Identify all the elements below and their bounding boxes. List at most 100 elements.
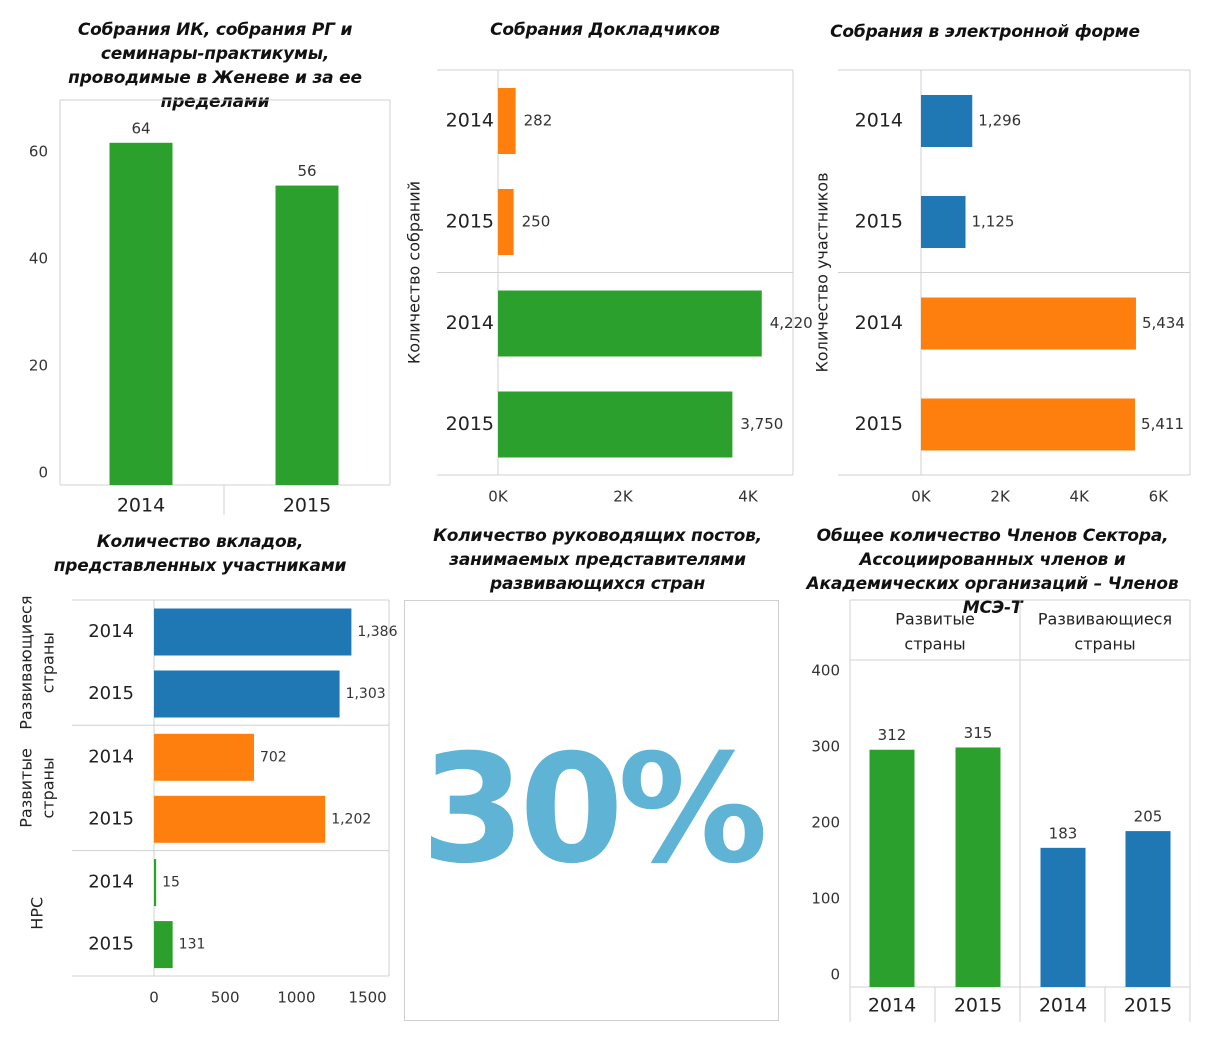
chart1-bar [109,142,173,485]
chart4-data-label: 1,386 [357,624,397,640]
chart1-ytick-label: 60 [29,143,48,161]
chart2-axis-title: Количество собраний [405,181,424,364]
chart2-xtick-label: 2K [613,488,634,506]
chart4-bar [154,670,340,718]
chart6-data-label: 315 [964,724,993,742]
chart4-category-label: 2014 [88,746,134,767]
chart4-group-label: Развивающиеся [17,596,36,730]
chart4-bar [154,608,352,656]
chart6-bar [869,749,915,987]
chart2-bar [498,189,514,255]
chart3-xtick-label: 0K [911,488,932,506]
chart4-category-label: 2015 [88,808,134,829]
chart6-data-label: 205 [1134,808,1163,826]
chart2-xtick-label: 4K [738,488,759,506]
chart6-group-label: Развивающиеся [1038,610,1172,629]
chart4-xtick-label: 0 [149,989,159,1007]
chart3-axis-title: Количество участников [813,172,832,372]
chart6-title: Общее количество Членов Сектора, Ассоции… [806,526,1179,618]
chart2-title: Собрания Докладчиков [490,20,720,40]
chart3-xtick-label: 4K [1070,488,1091,506]
chart3-data-label: 5,411 [1141,415,1184,433]
chart4-title: Количество вкладов, представленных участ… [53,532,347,576]
chart1-data-label: 56 [297,162,316,180]
chart1-xtick-label: 2015 [283,495,331,517]
chart2-data-label: 4,220 [770,314,813,332]
chart4-xtick-label: 1500 [349,989,387,1007]
chart3-data-label: 1,296 [978,112,1021,130]
chart4-data-label: 131 [179,937,206,953]
chart6-xtick-label: 2015 [1124,995,1172,1017]
chart4-data-label: 702 [260,749,287,765]
chart2-bar [498,88,516,154]
chart6-bar [1040,847,1086,987]
chart1-ytick-label: 20 [29,357,48,375]
chart3-bar [921,297,1136,350]
chart6-group-label: страны [1074,635,1135,654]
chart4-category-label: 2015 [88,683,134,704]
kpi-frame [404,600,779,1021]
chart6-xtick-label: 2014 [868,995,916,1017]
chart6-data-label: 312 [878,726,907,744]
chart4-data-label: 1,303 [346,686,386,702]
chart4-bar [154,859,157,907]
chart1-data-label: 64 [131,119,150,137]
chart2-data-label: 250 [522,213,551,231]
chart1-title: Собрания ИК, собрания РГ и семинары-прак… [68,20,362,112]
chart3-data-label: 5,434 [1142,314,1185,332]
chart4-group-label: НРС [28,897,47,930]
chart2-bar [498,391,733,458]
chart6-xtick-label: 2014 [1039,995,1087,1017]
chart4-category-label: 2014 [88,872,134,893]
chart6-ytick-label: 200 [811,813,840,831]
chart2-category-label: 2014 [446,110,494,132]
chart4-group-label: страны [39,757,58,818]
chart4-data-label: 1,202 [331,811,371,827]
chart4-bar [154,795,326,843]
chart4-group-label: страны [39,632,58,693]
chart2-bar [498,290,762,357]
kpi-title: Количество руководящих постов, занимаемы… [433,526,762,594]
chart4-category-label: 2014 [88,621,134,642]
chart4-xtick-label: 500 [211,989,240,1007]
chart3-category-label: 2015 [855,211,903,233]
chart4-bar [154,733,254,781]
chart6-ytick-label: 100 [811,889,840,907]
chart3-category-label: 2015 [855,413,903,435]
chart4-category-label: 2015 [88,934,134,955]
chart4-xtick-label: 1000 [277,989,315,1007]
chart2-data-label: 282 [524,112,553,130]
chart3-category-label: 2014 [855,312,903,334]
chart3-title: Собрания в электронной форме [830,22,1140,42]
chart6-ytick-label: 400 [811,661,840,679]
chart6-data-label: 183 [1049,824,1078,842]
chart4-bar [154,921,173,969]
chart6-xtick-label: 2015 [954,995,1002,1017]
chart3-bar [921,95,973,147]
chart6-group-label: страны [904,635,965,654]
chart2-data-label: 3,750 [740,415,783,433]
chart2-category-label: 2015 [446,413,494,435]
chart3-bar [921,196,966,248]
chart6-group-label: Развитые [895,610,975,629]
chart6-ytick-label: 300 [811,737,840,755]
chart6-bar [955,747,1001,987]
chart3-data-label: 1,125 [972,213,1015,231]
chart1-bar [275,185,339,486]
chart3-xtick-label: 6K [1149,488,1170,506]
chart2-category-label: 2015 [446,211,494,233]
chart2-category-label: 2014 [446,312,494,334]
chart1-ytick-label: 0 [38,464,48,482]
chart4-data-label: 15 [162,875,180,891]
chart4-group-label: Развитые [17,748,36,828]
chart6-ytick-label: 0 [830,966,840,984]
chart1-ytick-label: 40 [29,250,48,268]
chart3-xtick-label: 2K [990,488,1011,506]
kpi-value: 30% [420,723,768,897]
chart2-xtick-label: 0K [488,488,509,506]
chart6-bar [1125,831,1171,987]
chart3-bar [921,398,1136,451]
chart1-xtick-label: 2014 [117,495,165,517]
chart3-category-label: 2014 [855,110,903,132]
